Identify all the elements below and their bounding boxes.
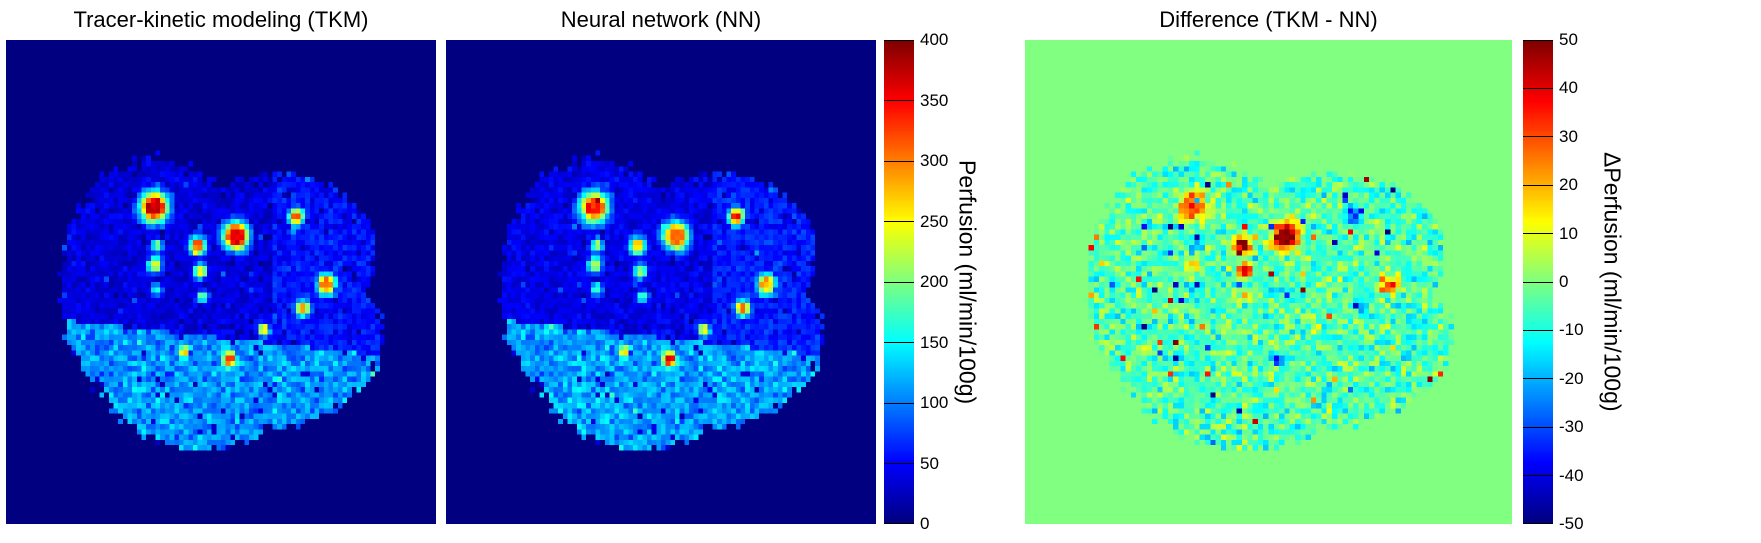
panel-difference — [1025, 40, 1512, 524]
colorbar-tick-label: 250 — [920, 211, 949, 231]
colorbar-tick-label: 50 — [920, 453, 939, 473]
colorbar-tick — [884, 523, 914, 524]
tkm-heatmap — [6, 40, 436, 524]
colorbar-perfusion-ticks: 400 350 300 250 200 150 100 50 0 — [884, 30, 948, 533]
colorbar-tick-label: 50 — [1559, 30, 1578, 49]
panel-title-nn: Neural network (NN) — [560, 7, 762, 32]
colorbar-tick — [884, 463, 914, 464]
colorbar-tick-label: -30 — [1559, 417, 1584, 437]
colorbar-tick-label: -20 — [1559, 368, 1584, 388]
panel-title-difference: Difference (TKM - NN) — [1159, 7, 1378, 32]
colorbar-tick — [1523, 523, 1553, 524]
colorbar-tick — [1523, 40, 1553, 41]
colorbar-tick-label: -50 — [1559, 514, 1584, 533]
panel-title-tkm: Tracer-kinetic modeling (TKM) — [73, 7, 369, 32]
colorbar-tick-label: 100 — [920, 393, 949, 412]
colorbar-tick — [1523, 426, 1553, 428]
colorbar-tick — [1523, 378, 1553, 380]
colorbar-perfusion: 400 350 300 250 200 150 100 50 0 — [884, 30, 948, 533]
colorbar-tick-label: 40 — [1559, 78, 1578, 98]
colorbar-delta-label: ΔPerfusion (ml/min/100g) — [1599, 152, 1626, 412]
colorbar-tick — [1523, 329, 1553, 331]
colorbar-tick — [884, 281, 914, 283]
colorbar-tick-label: 200 — [920, 272, 949, 291]
difference-heatmap — [1025, 40, 1512, 524]
colorbar-tick — [884, 40, 914, 41]
colorbar-tick — [884, 221, 914, 222]
colorbar-tick — [1523, 475, 1553, 477]
colorbar-tick — [884, 160, 914, 162]
nn-heatmap — [446, 40, 876, 524]
colorbar-perfusion-label: Perfusion (ml/min/100g) — [954, 159, 981, 405]
colorbar-tick-label: 30 — [1559, 126, 1578, 146]
colorbar-tick — [884, 342, 914, 343]
colorbar-delta-ticks: 50 40 30 20 10 0 -10 -20 -30 -40 -50 — [1523, 30, 1584, 533]
colorbar-tick — [884, 402, 914, 404]
panel-tkm — [6, 40, 436, 524]
colorbar-tick — [1523, 233, 1553, 235]
colorbar-tick — [884, 100, 914, 101]
colorbar-tick — [1523, 184, 1553, 186]
colorbar-tick — [1523, 281, 1553, 283]
colorbar-tick-label: 10 — [1559, 223, 1578, 243]
colorbar-tick-label: -40 — [1559, 465, 1584, 485]
colorbar-tick-label: -10 — [1559, 320, 1584, 340]
colorbar-tick — [1523, 87, 1553, 89]
colorbar-tick-label: 400 — [920, 30, 949, 49]
colorbar-tick-label: 150 — [920, 332, 949, 352]
colorbar-tick-label: 300 — [920, 151, 949, 170]
colorbar-tick-label: 350 — [920, 90, 949, 110]
colorbar-delta-perfusion: 50 40 30 20 10 0 -10 -20 -30 -40 -50 — [1523, 30, 1584, 533]
colorbar-tick-label: 0 — [920, 514, 930, 533]
colorbar-tick — [1523, 136, 1553, 138]
colorbar-tick-label: 20 — [1559, 175, 1578, 195]
colorbar-tick-label: 0 — [1559, 272, 1569, 291]
panel-nn — [446, 40, 876, 524]
